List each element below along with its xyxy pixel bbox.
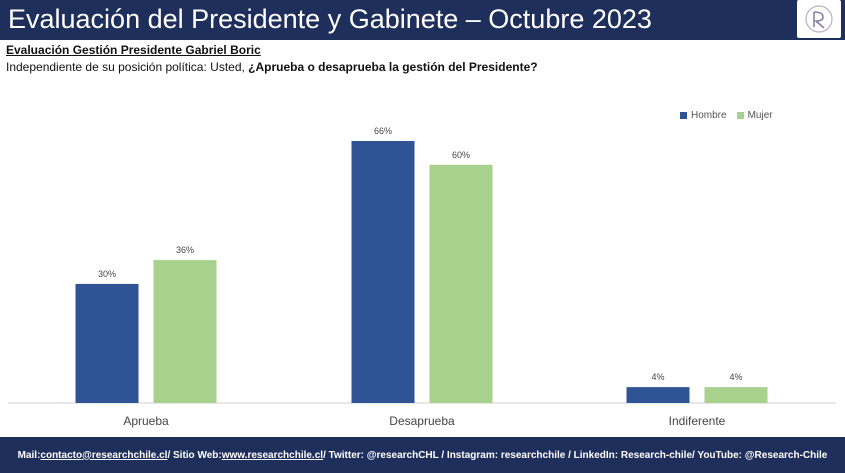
footer-mail-label: Mail: [17, 449, 41, 461]
chart-subtitle: Evaluación Gestión Presidente Gabriel Bo… [6, 43, 261, 57]
survey-question: Independiente de su posición política: U… [6, 60, 538, 74]
bar-mujer-aprueba [153, 260, 217, 403]
bar-hombre-indiferente [626, 387, 690, 403]
research-logo [797, 0, 841, 38]
data-label-mujer-desaprueba: 60% [452, 150, 470, 160]
question-bold: ¿Aprueba o desaprueba la gestión del Pre… [248, 60, 538, 74]
bar-hombre-desaprueba [351, 141, 415, 403]
legend-item-hombre: Hombre [680, 110, 727, 121]
footer-mail-link[interactable]: contacto@researchchile.cl [40, 449, 168, 461]
legend-swatch-hombre [680, 112, 687, 119]
data-label-hombre-indiferente: 4% [651, 372, 664, 382]
category-label-desaprueba: Desaprueba [389, 414, 455, 428]
category-label-aprueba: Aprueba [123, 414, 169, 428]
header-bar: Evaluación del Presidente y Gabinete – O… [0, 0, 845, 40]
legend-item-mujer: Mujer [736, 110, 773, 121]
footer-web-label: / Sitio Web: [167, 449, 222, 461]
legend-swatch-mujer [736, 112, 744, 119]
bar-chart: 30% 36% Aprueba 66% 60% Desaprueba 4% 4% Indifer… [8, 126, 836, 428]
bar-mujer-desaprueba [429, 164, 493, 403]
data-label-hombre-desaprueba: 66% [374, 126, 392, 136]
legend-label-mujer: Mujer [747, 110, 773, 121]
chart-legend: Hombre Mujer [680, 110, 773, 121]
footer-bar: Mail: contacto@researchchile.cl / Sitio … [0, 437, 845, 473]
bar-mujer-indiferente [704, 387, 768, 403]
legend-label-hombre: Hombre [691, 110, 727, 121]
question-prefix: Independiente de su posición política: U… [6, 60, 249, 74]
data-label-hombre-aprueba: 30% [98, 269, 116, 279]
category-label-indiferente: Indiferente [669, 414, 726, 428]
logo-icon [805, 5, 833, 33]
bar-hombre-aprueba [75, 283, 139, 403]
footer-web-link[interactable]: www.researchchile.cl [221, 449, 324, 461]
data-label-mujer-aprueba: 36% [176, 245, 194, 255]
page-title: Evaluación del Presidente y Gabinete – O… [8, 4, 652, 34]
data-label-mujer-indiferente: 4% [729, 372, 742, 382]
footer-social: / Twitter: @researchCHL / Instagram: res… [323, 449, 828, 461]
